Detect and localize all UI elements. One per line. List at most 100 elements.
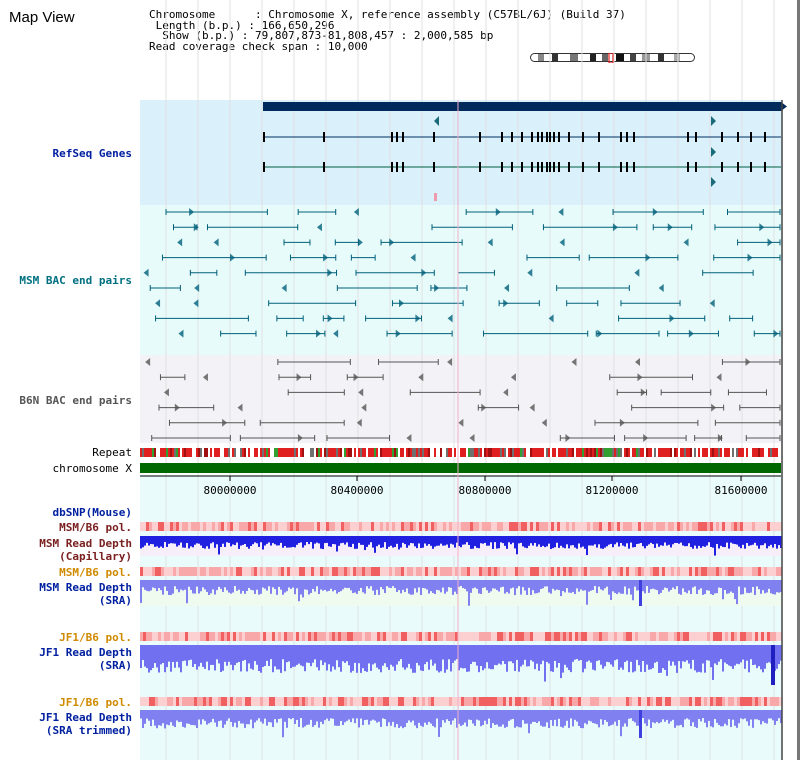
repeat-block	[494, 448, 496, 457]
depth-bar	[316, 710, 318, 722]
depth-bar	[152, 536, 154, 545]
exon	[511, 162, 513, 172]
polymorphism-cell	[434, 522, 437, 531]
polymorphism-cell	[584, 567, 587, 576]
polymorphism-cell	[434, 632, 437, 641]
depth-bar	[302, 710, 304, 728]
bac-arrow	[717, 434, 723, 442]
repeat-block	[474, 448, 476, 457]
depth-bar	[320, 710, 322, 722]
depth-bar	[250, 710, 252, 720]
repeat-block	[422, 448, 424, 457]
polymorphism-cell	[713, 522, 716, 531]
depth-bar	[624, 536, 626, 547]
depth-bar	[678, 645, 680, 662]
depth-bar	[296, 645, 298, 665]
polymorphism-cell	[272, 567, 275, 576]
polymorphism-cell	[473, 567, 476, 576]
depth-bar	[536, 580, 538, 594]
depth-bar	[272, 710, 274, 727]
depth-bar	[240, 645, 242, 672]
depth-bar	[388, 645, 390, 670]
label-msm-bac[interactable]: MSM BAC end pairs	[19, 274, 132, 287]
polymorphism-cell	[221, 567, 224, 576]
polymorphism-cell	[302, 697, 305, 706]
depth-bar	[172, 645, 174, 662]
depth-bar	[404, 710, 406, 727]
label-dbsnp[interactable]: dbSNP(Mouse)	[52, 506, 132, 519]
chromosome-ideogram[interactable]	[530, 53, 696, 63]
depth-bar	[500, 580, 502, 588]
depth-bar	[296, 536, 298, 545]
depth-bar	[470, 710, 472, 720]
window-scrollbar-edge[interactable]	[797, 0, 800, 760]
label-b6n-bac[interactable]: B6N BAC end pairs	[19, 394, 132, 407]
depth-bar	[318, 645, 320, 671]
repeat-block	[248, 448, 250, 457]
polymorphism-cell	[482, 697, 485, 706]
depth-bar	[648, 536, 650, 545]
depth-bar	[228, 580, 230, 593]
repeat-block	[376, 448, 378, 457]
depth-bar	[632, 580, 634, 601]
depth-bar	[636, 645, 638, 660]
polymorphism-cell	[206, 522, 209, 531]
polymorphism-cell	[296, 522, 299, 531]
depth-bar	[626, 536, 628, 544]
repeat-block	[336, 448, 338, 457]
depth-bar	[206, 536, 208, 547]
polymorphism-cell	[659, 632, 662, 641]
polymorphism-cell	[548, 567, 551, 576]
polymorphism-cell	[437, 697, 440, 706]
depth-bar	[738, 536, 740, 547]
depth-bar	[680, 580, 682, 595]
depth-bar	[398, 536, 400, 550]
depth-bar	[148, 710, 150, 721]
polymorphism-cell	[683, 567, 686, 576]
depth-bar	[658, 645, 660, 673]
polymorphism-cell	[155, 632, 158, 641]
polymorphism-cell	[275, 522, 278, 531]
repeat-block	[280, 448, 282, 457]
depth-bar	[442, 580, 444, 588]
polymorphism-cell	[287, 697, 290, 706]
polymorphism-cell	[455, 632, 458, 641]
depth-bar	[768, 645, 770, 663]
depth-bar	[498, 580, 500, 592]
polymorphism-cell	[278, 522, 281, 531]
depth-bar	[404, 536, 406, 545]
depth-bar	[634, 536, 636, 548]
depth-bar	[664, 645, 666, 670]
polymorphism-cell	[524, 697, 527, 706]
polymorphism-cell	[431, 697, 434, 706]
depth-bar	[702, 710, 704, 719]
depth-bar	[544, 536, 546, 548]
depth-bar	[214, 580, 216, 595]
depth-bar	[346, 580, 348, 589]
gene-span	[263, 102, 781, 111]
polymorphism-cell	[350, 567, 353, 576]
depth-bar	[270, 536, 272, 546]
depth-bar	[260, 536, 262, 543]
depth-bar	[740, 536, 742, 549]
depth-bar	[242, 536, 244, 545]
repeat-block	[216, 448, 218, 457]
polymorphism-cell	[686, 632, 689, 641]
depth-bar	[542, 710, 544, 727]
depth-bar	[234, 710, 236, 723]
polymorphism-cell	[521, 632, 524, 641]
bac-arrow	[527, 268, 533, 277]
label-refseq-genes[interactable]: RefSeq Genes	[52, 147, 132, 160]
bac-arrow	[353, 208, 359, 216]
depth-bar	[780, 710, 782, 724]
depth-bar	[672, 536, 674, 545]
polymorphism-cell	[728, 632, 731, 641]
snp-marker	[434, 193, 437, 201]
polymorphism-cell	[278, 697, 281, 706]
depth-bar	[476, 536, 478, 548]
depth-bar	[706, 645, 708, 661]
polymorphism-cell	[320, 632, 323, 641]
depth-bar	[424, 645, 426, 665]
depth-bar	[298, 536, 300, 544]
